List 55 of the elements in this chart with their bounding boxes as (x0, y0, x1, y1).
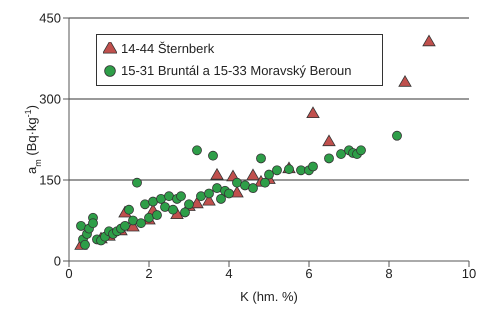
point (248, 183, 258, 194)
point (136, 218, 146, 228)
point (272, 165, 282, 176)
point (208, 150, 218, 161)
point (322, 134, 336, 146)
point (204, 188, 214, 198)
point (296, 165, 306, 176)
y-tick-label: 0 (54, 254, 61, 269)
point (264, 170, 274, 180)
point (124, 204, 134, 215)
point (216, 194, 226, 204)
point (196, 191, 206, 202)
point (148, 196, 158, 207)
point (152, 210, 162, 220)
point (336, 149, 346, 159)
point (192, 145, 202, 156)
legend-label: 15-31 Bruntál a 15-33 Moravský Beroun (121, 62, 352, 80)
point (156, 194, 166, 204)
x-tick-label: 0 (65, 266, 73, 282)
point (120, 220, 130, 231)
point (246, 168, 260, 180)
point (224, 188, 234, 198)
x-axis-title: K (hm. %) (240, 289, 298, 304)
point (306, 106, 320, 118)
y-tick-label: 300 (39, 92, 61, 107)
point (392, 130, 402, 141)
x-tick-label: 6 (305, 266, 313, 282)
y-tick-label: 450 (39, 10, 61, 26)
x-tick-label: 8 (385, 266, 393, 282)
point (324, 153, 334, 164)
point (164, 191, 174, 202)
point (160, 202, 170, 212)
point (140, 199, 150, 210)
x-tick-label: 4 (225, 266, 233, 282)
y-tick-label: 150 (39, 172, 61, 188)
point (180, 207, 190, 218)
point (132, 178, 142, 188)
point (398, 75, 412, 87)
point (176, 191, 186, 202)
point (240, 180, 250, 190)
point (260, 178, 270, 188)
point (80, 240, 90, 250)
point (308, 162, 318, 172)
point (256, 153, 266, 164)
point (212, 183, 222, 194)
point (76, 220, 86, 231)
point (128, 216, 138, 226)
point (88, 218, 98, 228)
x-tick-label: 2 (145, 266, 153, 282)
point (232, 178, 242, 188)
legend-label: 14-44 Šternberk (121, 40, 214, 58)
point (356, 145, 366, 156)
point (210, 168, 224, 180)
point (422, 34, 436, 46)
x-tick-label: 10 (462, 266, 476, 282)
